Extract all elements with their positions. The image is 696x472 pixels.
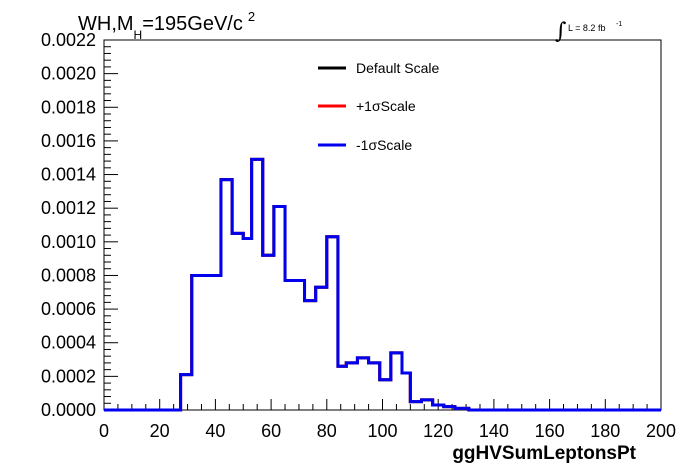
title-main: WH,M: [78, 13, 134, 35]
title-superscript: 2: [248, 9, 255, 24]
series-layer: [104, 157, 661, 412]
x-tick-label: 120: [423, 421, 453, 441]
x-tick-label: 200: [646, 421, 676, 441]
y-tick-label: 0.0012: [41, 198, 96, 218]
x-axis-label: ggHVSumLeptonsPt: [452, 443, 636, 464]
x-tick-label: 160: [535, 421, 565, 441]
y-tick-label: 0.0010: [41, 232, 96, 252]
legend: Default Scale +1σScale -1σScale: [318, 60, 439, 153]
y-tick-label: 0.0016: [41, 131, 96, 151]
x-tick-label: 40: [205, 421, 225, 441]
y-tick-label: 0.0004: [41, 333, 96, 353]
series-line-1: [104, 157, 661, 412]
series-line-0: [104, 157, 661, 412]
x-axis: 0 20 40 60 80 100 120 140 160 180 200: [99, 399, 676, 441]
y-tick-label: 0.0020: [41, 64, 96, 84]
plot-frame: [103, 39, 662, 411]
x-tick-label: 80: [317, 421, 337, 441]
y-tick-label: 0.0006: [41, 299, 96, 319]
y-tick-label: 0.0014: [41, 165, 96, 185]
x-tick-label: 100: [367, 421, 397, 441]
legend-label-default-scale: Default Scale: [356, 60, 439, 76]
legend-label-plus1sigma-scale: +1σScale: [356, 98, 416, 114]
lumi-label: L = 8.2 fb: [568, 23, 605, 33]
series-line-2: [104, 157, 661, 412]
x-tick-label: 180: [590, 421, 620, 441]
title-rest: =195GeV/c: [142, 13, 243, 35]
integral-sign: ∫: [555, 19, 567, 44]
y-axis: 0.0000 0.0002 0.0004 0.0006 0.0008 0.0010 0.00…: [41, 30, 118, 420]
lumi-superscript: -1: [616, 21, 622, 28]
y-tick-label: 0.0008: [41, 265, 96, 285]
y-tick-label: 0.0018: [41, 97, 96, 117]
legend-label-minus1sigma-scale: -1σScale: [356, 137, 412, 153]
x-tick-label: 20: [150, 421, 170, 441]
y-tick-label: 0.0000: [41, 400, 96, 420]
x-tick-label: 0: [99, 421, 109, 441]
x-tick-label: 60: [261, 421, 281, 441]
chart-title: WH,MH=195GeV/c 2: [78, 9, 255, 42]
x-tick-label: 140: [479, 421, 509, 441]
y-tick-label: 0.0022: [41, 30, 96, 50]
title-subscript: H: [134, 28, 143, 42]
y-tick-label: 0.0002: [41, 366, 96, 386]
